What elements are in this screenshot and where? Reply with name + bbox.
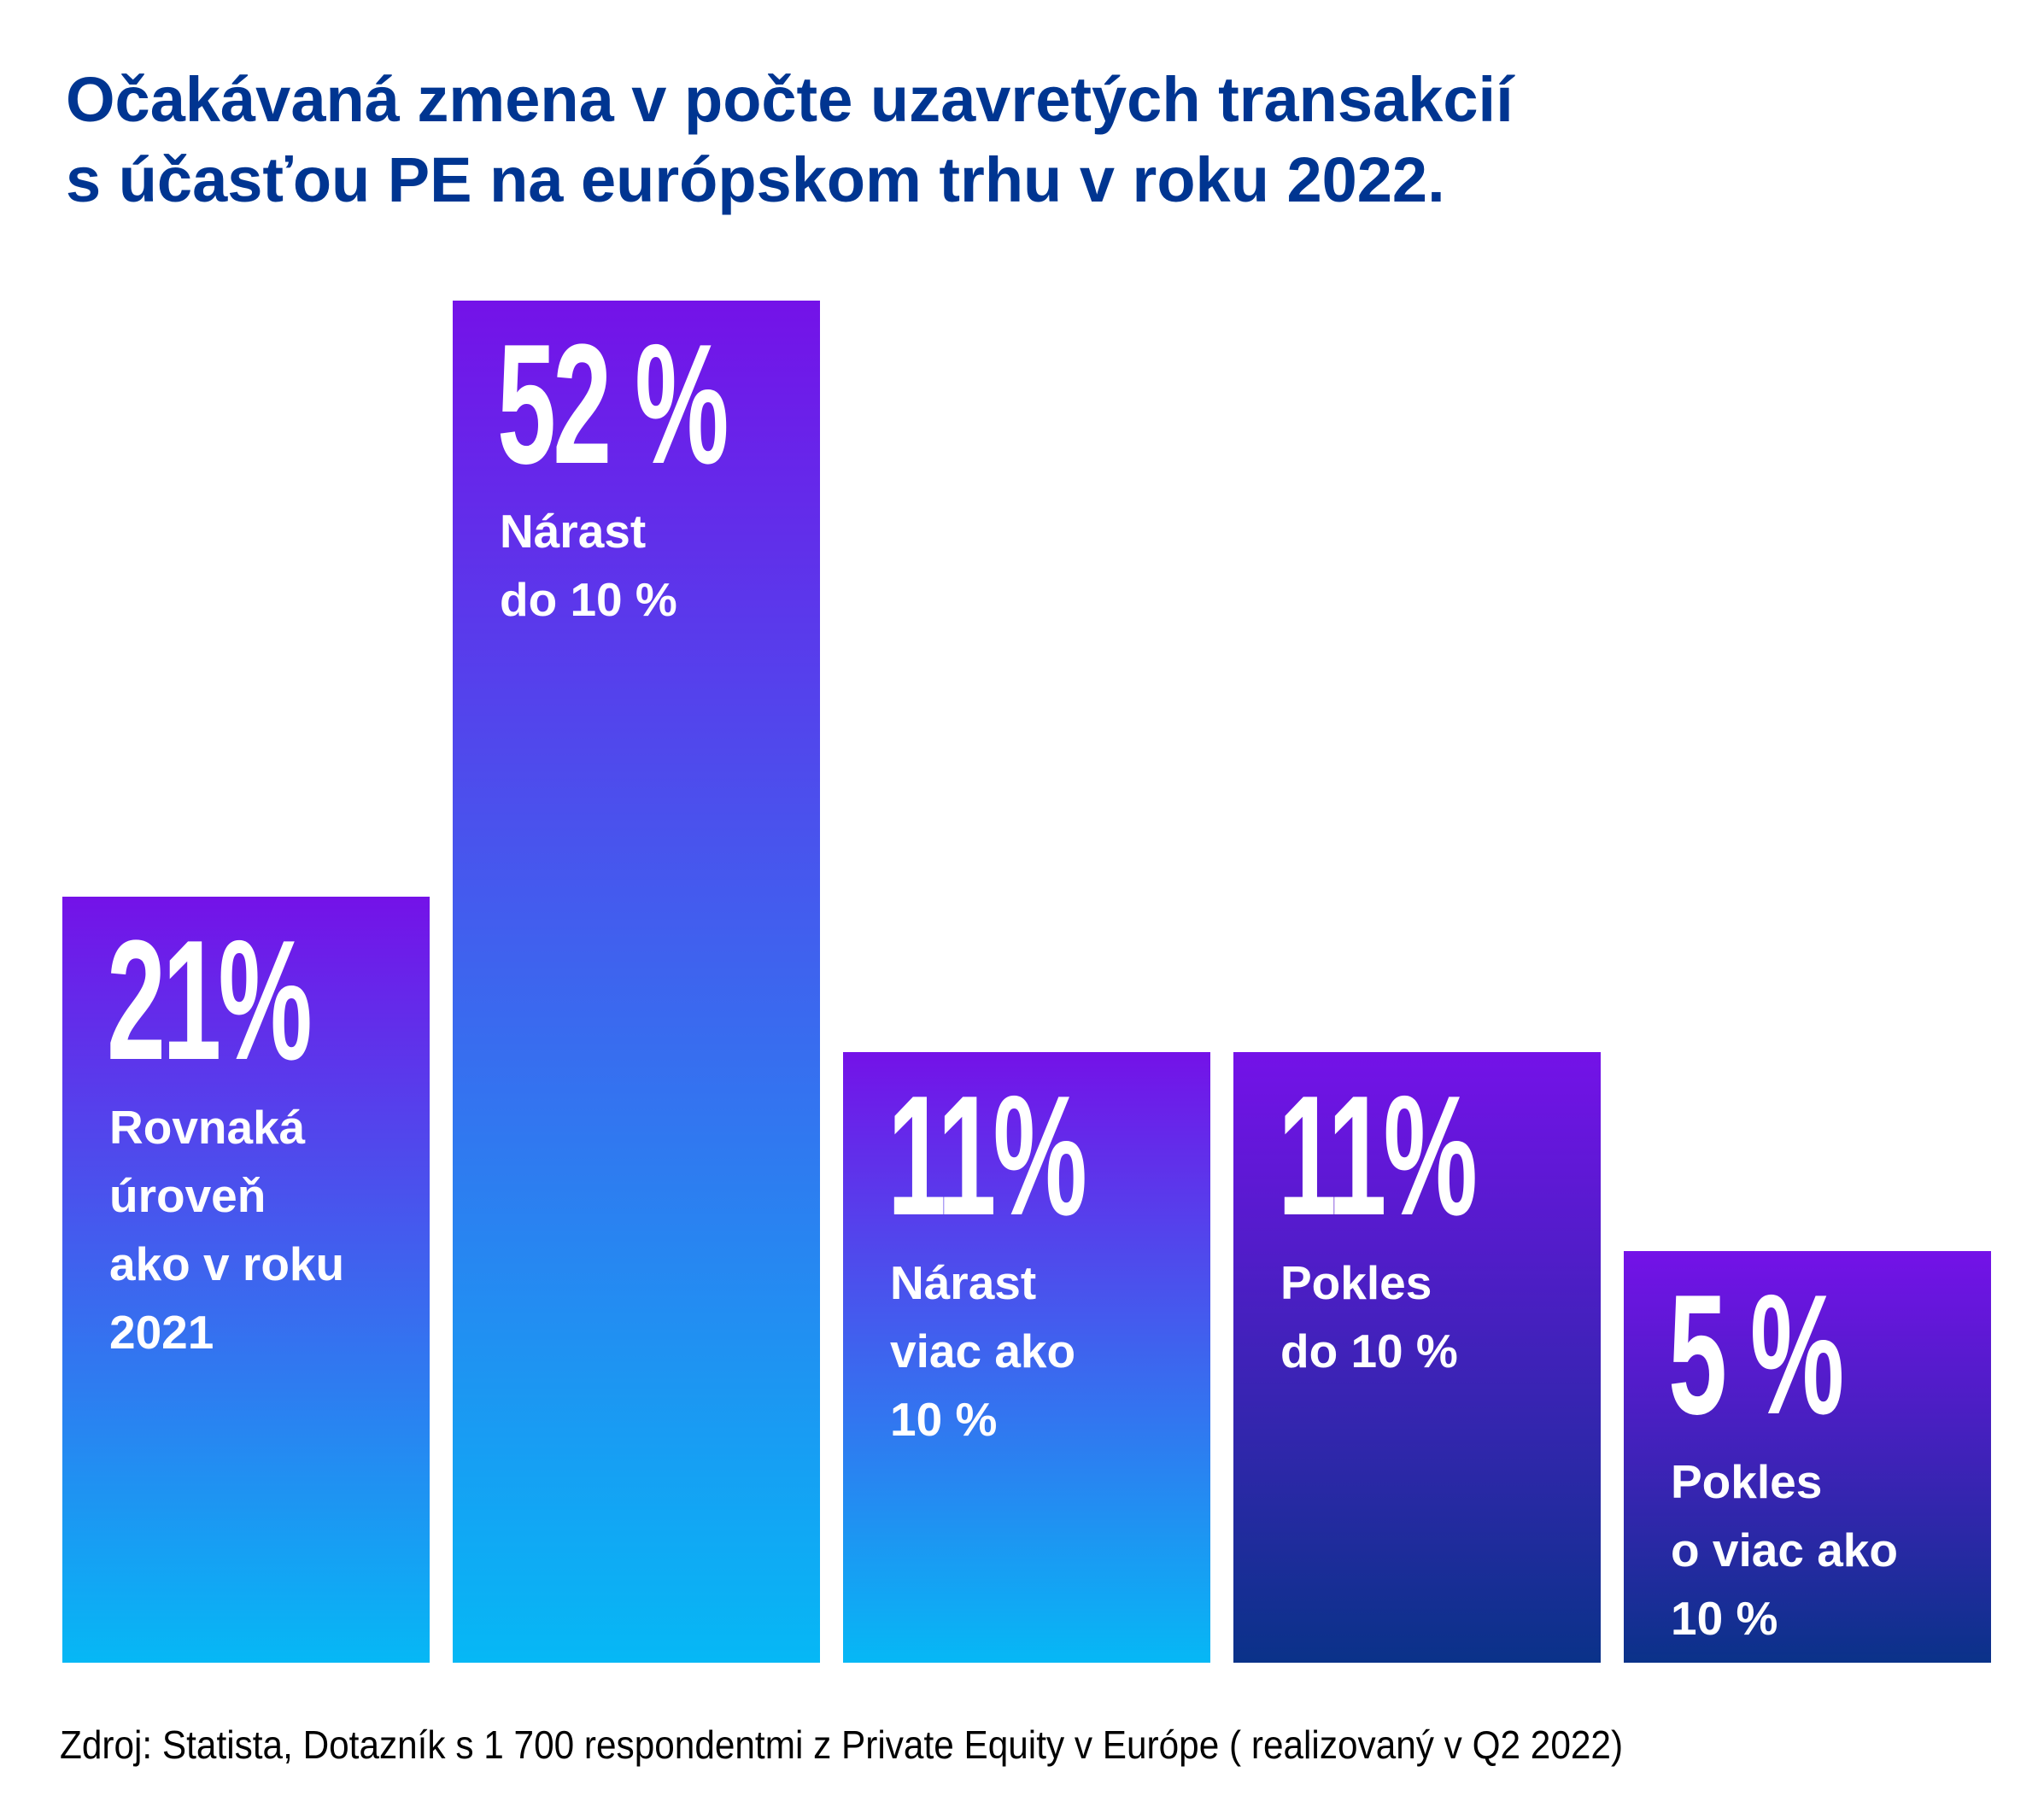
bar-5: 5 % Pokles o viac ako 10 % bbox=[1624, 1251, 1991, 1663]
chart-title-line-2: s účasťou PE na európskom trhu v roku 20… bbox=[66, 144, 1445, 215]
bar-1: 21% Rovnaká úroveň ako v roku 2021 bbox=[62, 897, 430, 1663]
bar-category-label-line: 10 % bbox=[890, 1393, 998, 1446]
bar-3: 11% Nárast viac ako 10 % bbox=[843, 1052, 1210, 1663]
bar-category-label-line: Nárast bbox=[890, 1256, 1037, 1309]
bar-4: 11% Pokles do 10 % bbox=[1233, 1052, 1601, 1663]
source-note: Zdroj: Statista, Dotazník s 1 700 respon… bbox=[60, 1722, 1624, 1767]
bar-category-label-line: Nárast bbox=[500, 505, 647, 558]
bar-value-label: 5 % bbox=[1668, 1260, 1844, 1450]
bar-category-label-line: ako v roku bbox=[109, 1237, 345, 1290]
bar-category-label-line: Rovnaká bbox=[109, 1101, 306, 1154]
bar-category-label-line: úroveň bbox=[109, 1169, 266, 1222]
bar-2: 52 % Nárast do 10 % bbox=[453, 301, 820, 1663]
bar-category-label-line: Pokles bbox=[1280, 1256, 1432, 1309]
bar-category-label-line: 2021 bbox=[109, 1306, 214, 1359]
bar-value-label: 52 % bbox=[497, 309, 729, 500]
bar-category-label-line: 10 % bbox=[1671, 1592, 1778, 1645]
bar-category-label-line: o viac ako bbox=[1671, 1524, 1898, 1576]
bar-value-label: 11% bbox=[1278, 1061, 1478, 1251]
bar-category-label-line: Pokles bbox=[1671, 1455, 1823, 1508]
bar-category-label: Rovnaká úroveň ako v roku 2021 bbox=[109, 1093, 344, 1366]
bar-category-label-line: do 10 % bbox=[500, 573, 677, 626]
bar-category-label-line: viac ako bbox=[890, 1325, 1076, 1377]
bar-value-label: 21% bbox=[107, 905, 313, 1096]
chart-title: Očakávaná zmena v počte uzavretých trans… bbox=[66, 60, 1514, 220]
bar-category-label: Pokles do 10 % bbox=[1280, 1249, 1458, 1385]
bar-category-label-line: do 10 % bbox=[1280, 1325, 1458, 1377]
bar-category-label: Pokles o viac ako 10 % bbox=[1671, 1447, 1898, 1652]
chart-title-line-1: Očakávaná zmena v počte uzavretých trans… bbox=[66, 64, 1514, 135]
bar-category-label: Nárast viac ako 10 % bbox=[890, 1249, 1075, 1453]
bar-category-label: Nárast do 10 % bbox=[500, 497, 677, 634]
bar-value-label: 11% bbox=[887, 1061, 1087, 1251]
